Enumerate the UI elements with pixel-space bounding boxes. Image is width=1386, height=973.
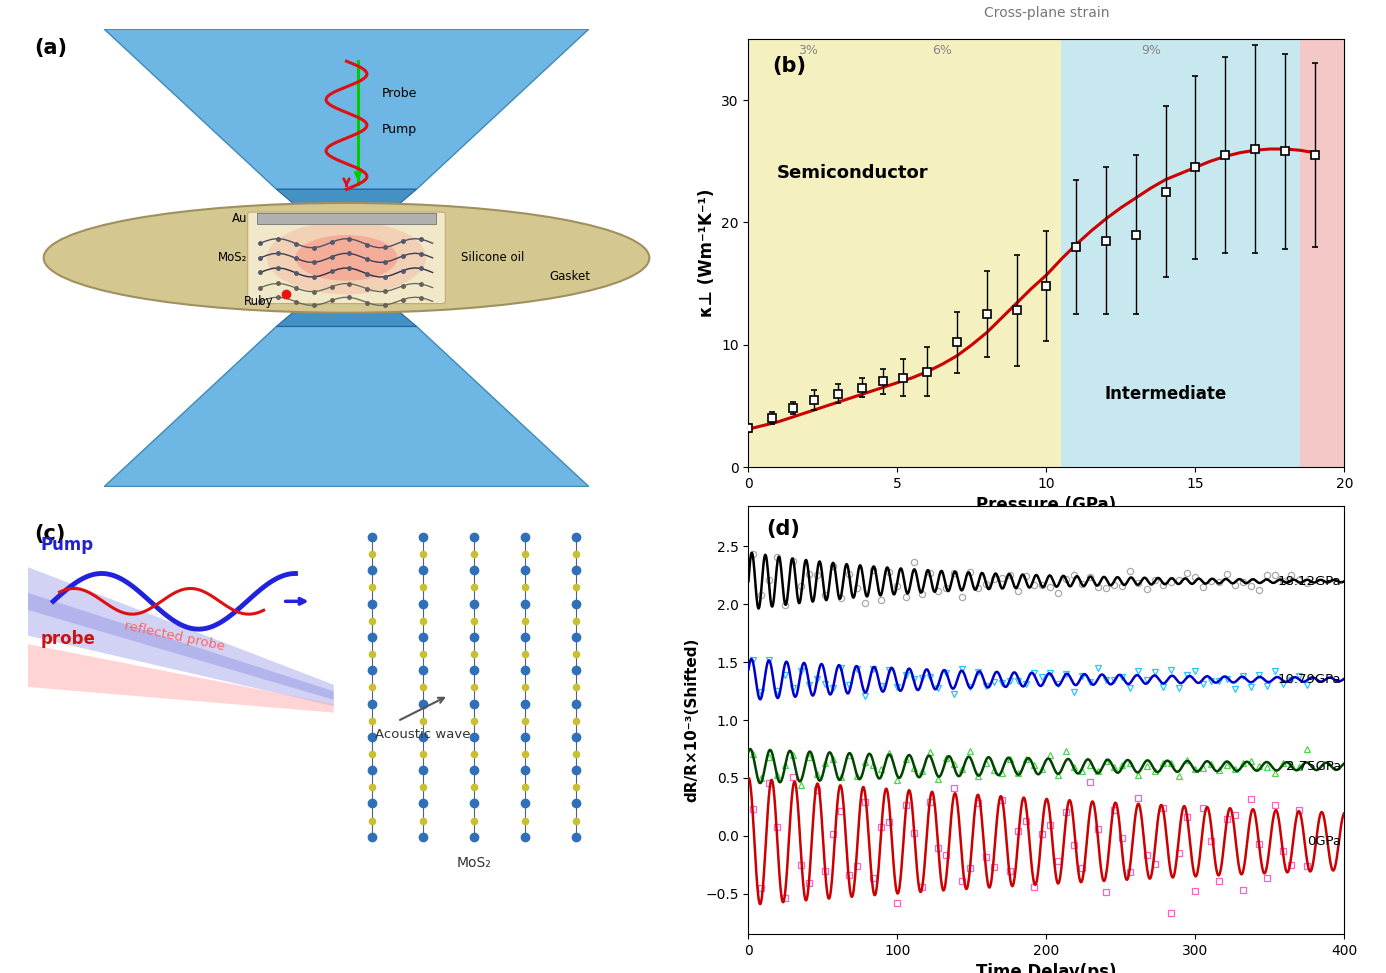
Text: Gasket: Gasket: [549, 270, 590, 282]
Text: Acoustic wave: Acoustic wave: [376, 729, 471, 741]
FancyBboxPatch shape: [248, 212, 445, 304]
Text: (c): (c): [35, 524, 65, 544]
Y-axis label: dR/R×10⁻³(Shifted): dR/R×10⁻³(Shifted): [685, 638, 700, 802]
Polygon shape: [276, 297, 417, 327]
Text: Semiconductor: Semiconductor: [778, 164, 929, 183]
Ellipse shape: [266, 221, 427, 295]
Polygon shape: [28, 567, 334, 706]
Text: MoS₂: MoS₂: [219, 251, 248, 265]
Text: 6%: 6%: [933, 44, 952, 56]
Text: 0GPa: 0GPa: [1307, 835, 1342, 848]
Bar: [1062, 39, 1300, 467]
Polygon shape: [28, 593, 334, 700]
Text: (a): (a): [35, 38, 67, 58]
Bar: [748, 39, 1062, 467]
Text: (b): (b): [772, 56, 807, 76]
Text: MoS₂: MoS₂: [456, 855, 492, 870]
Bar: [1300, 39, 1344, 467]
X-axis label: Pressure (GPa): Pressure (GPa): [976, 496, 1117, 515]
Text: Ruby: Ruby: [244, 295, 273, 307]
Polygon shape: [28, 644, 334, 712]
Polygon shape: [276, 189, 417, 219]
Polygon shape: [312, 219, 381, 224]
Text: Silicone oil: Silicone oil: [462, 251, 525, 265]
Text: 9%: 9%: [1141, 44, 1160, 56]
Text: 2.75GPa: 2.75GPa: [1286, 760, 1342, 773]
Text: 10.79GPa: 10.79GPa: [1278, 673, 1342, 686]
Text: 3%: 3%: [798, 44, 818, 56]
Polygon shape: [104, 327, 589, 486]
Title: Cross-plane strain: Cross-plane strain: [984, 6, 1109, 19]
Text: probe: probe: [40, 631, 96, 648]
Y-axis label: κ⊥ (Wm⁻¹K⁻¹): κ⊥ (Wm⁻¹K⁻¹): [697, 189, 715, 317]
Text: Au: Au: [233, 212, 248, 225]
Ellipse shape: [295, 235, 398, 280]
Text: Pump: Pump: [381, 124, 417, 136]
Bar: [258, 213, 435, 224]
Text: Pump: Pump: [40, 536, 94, 554]
Text: (d): (d): [766, 519, 800, 539]
Text: 18.12GPa: 18.12GPa: [1278, 575, 1342, 588]
Ellipse shape: [43, 203, 649, 312]
Text: Intermediate: Intermediate: [1105, 384, 1227, 403]
X-axis label: Time Delay(ps): Time Delay(ps): [976, 963, 1117, 973]
Text: Probe: Probe: [381, 87, 417, 99]
Text: reflected probe: reflected probe: [123, 620, 226, 654]
Polygon shape: [104, 29, 589, 189]
